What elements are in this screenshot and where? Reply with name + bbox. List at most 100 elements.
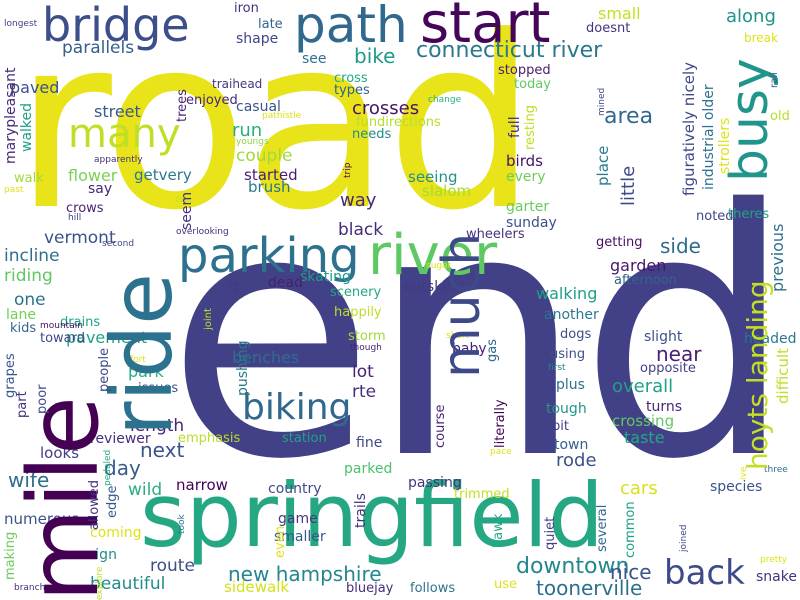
word-overall: overall [612,376,674,397]
word-route: route [150,556,195,576]
word-youngs: youngs [236,137,269,147]
word-biking: biking [242,387,352,428]
word-couple: couple [236,146,293,166]
word-storm: storm [348,329,386,344]
word-use: use [494,577,518,592]
word-sidewalk: sidewalk [224,578,290,596]
word-day: day [104,456,141,480]
word-one: one [14,290,46,310]
word-snake: snake [756,569,797,585]
word-way: way [340,190,377,211]
word-length: length [130,416,185,436]
word-sunday: sunday [506,215,557,231]
word-see: see [302,51,327,67]
word-trimmed: trimmed [454,487,510,502]
word-run: run [232,120,263,141]
word-pathistle: pathistle [262,111,302,121]
word-mined: mined [597,87,607,116]
word-quiet: quiet [543,516,558,550]
word-end: end [166,138,794,534]
word-traihead: traihead [212,77,263,91]
word-literally: literally [493,399,508,448]
word-bike: bike [354,44,396,68]
word-looks: looks [40,444,80,462]
word-street: street [94,102,141,121]
word-kids: kids [10,321,37,336]
word-emphasis: emphasis [178,431,241,446]
word-afternoon: afternoon [614,273,677,288]
word-seeing: seeing [408,168,458,186]
word-another: another [544,307,599,323]
word-common: common [623,501,638,558]
word-connecticut-river: connecticut river [416,38,603,63]
word-doesnt: doesnt [586,21,631,36]
word-noted: noted [696,209,734,224]
word-started: started [244,166,298,184]
word-wheelers: wheelers [466,227,525,242]
word-station: station [282,431,327,446]
word-wife: wife [8,468,50,492]
word-taste: taste [624,428,665,447]
word-rail: rail [769,72,780,88]
word-follows: follows [410,581,456,596]
word-casual: casual [236,99,281,115]
word-industrial-older: industrial older [701,84,717,190]
word-crossing: crossing [612,412,675,430]
word-narrow: narrow [176,476,228,494]
word-park: park [128,362,164,381]
word-allowed: allowed [87,479,102,530]
word-crows: crows [66,201,104,216]
word-next: next [140,438,185,462]
word-near: near [656,342,702,366]
word-joint: joint [203,308,214,330]
word-plus: plus [556,377,585,393]
word-parked: parked [344,461,393,477]
word-pedaled: pedaled [103,449,113,486]
word-lane: lane [6,307,36,323]
word-place: place [594,145,612,186]
word-much: much [432,232,492,378]
word-wild: wild [128,480,163,500]
word-fort: fort [130,355,146,365]
word-riding: riding [4,266,53,286]
word-ive: ive [739,466,749,480]
word-resting: resting [523,104,538,150]
word-passing: passing [408,475,462,491]
word-benches: benches [232,348,300,367]
word-full: full [507,116,523,138]
word-hoyts-landing: hoyts landing [741,280,774,470]
word-longest: longest [4,19,38,29]
word-dogs: dogs [560,327,592,342]
word-springfield: springfield [140,464,604,567]
word-hill: hill [68,213,82,223]
word-edge: edge [105,485,120,519]
word-slalom: slalom [422,182,472,200]
word-fine: fine [356,435,383,451]
word-skating: skating [300,269,351,285]
word-path: path [294,0,408,54]
word-walked: walked [19,102,35,152]
word-pushing: pushing [235,340,251,396]
word-species: species [710,479,763,495]
word-town: town [554,437,589,453]
word-turns: turns [646,399,683,415]
word-two: two [176,195,193,205]
word-many: many [68,111,181,157]
word-headed: headed [744,331,797,347]
word-iron: iron [234,1,259,16]
word-making: making [3,531,18,580]
word-opposite: opposite [640,361,696,376]
word-first: first [548,363,566,373]
word-far: far [54,403,67,413]
word-took: took [177,514,187,534]
word-game: game [278,511,318,527]
word-smaller: smaller [274,529,326,545]
word-country: country [268,481,322,497]
word-beautiful: beautiful [90,574,166,594]
word-late: late [258,17,283,32]
word-change: change [428,95,462,105]
word-crosses: crosses [352,98,420,119]
word-cars: cars [620,478,658,499]
word-bit: bit [552,419,569,434]
